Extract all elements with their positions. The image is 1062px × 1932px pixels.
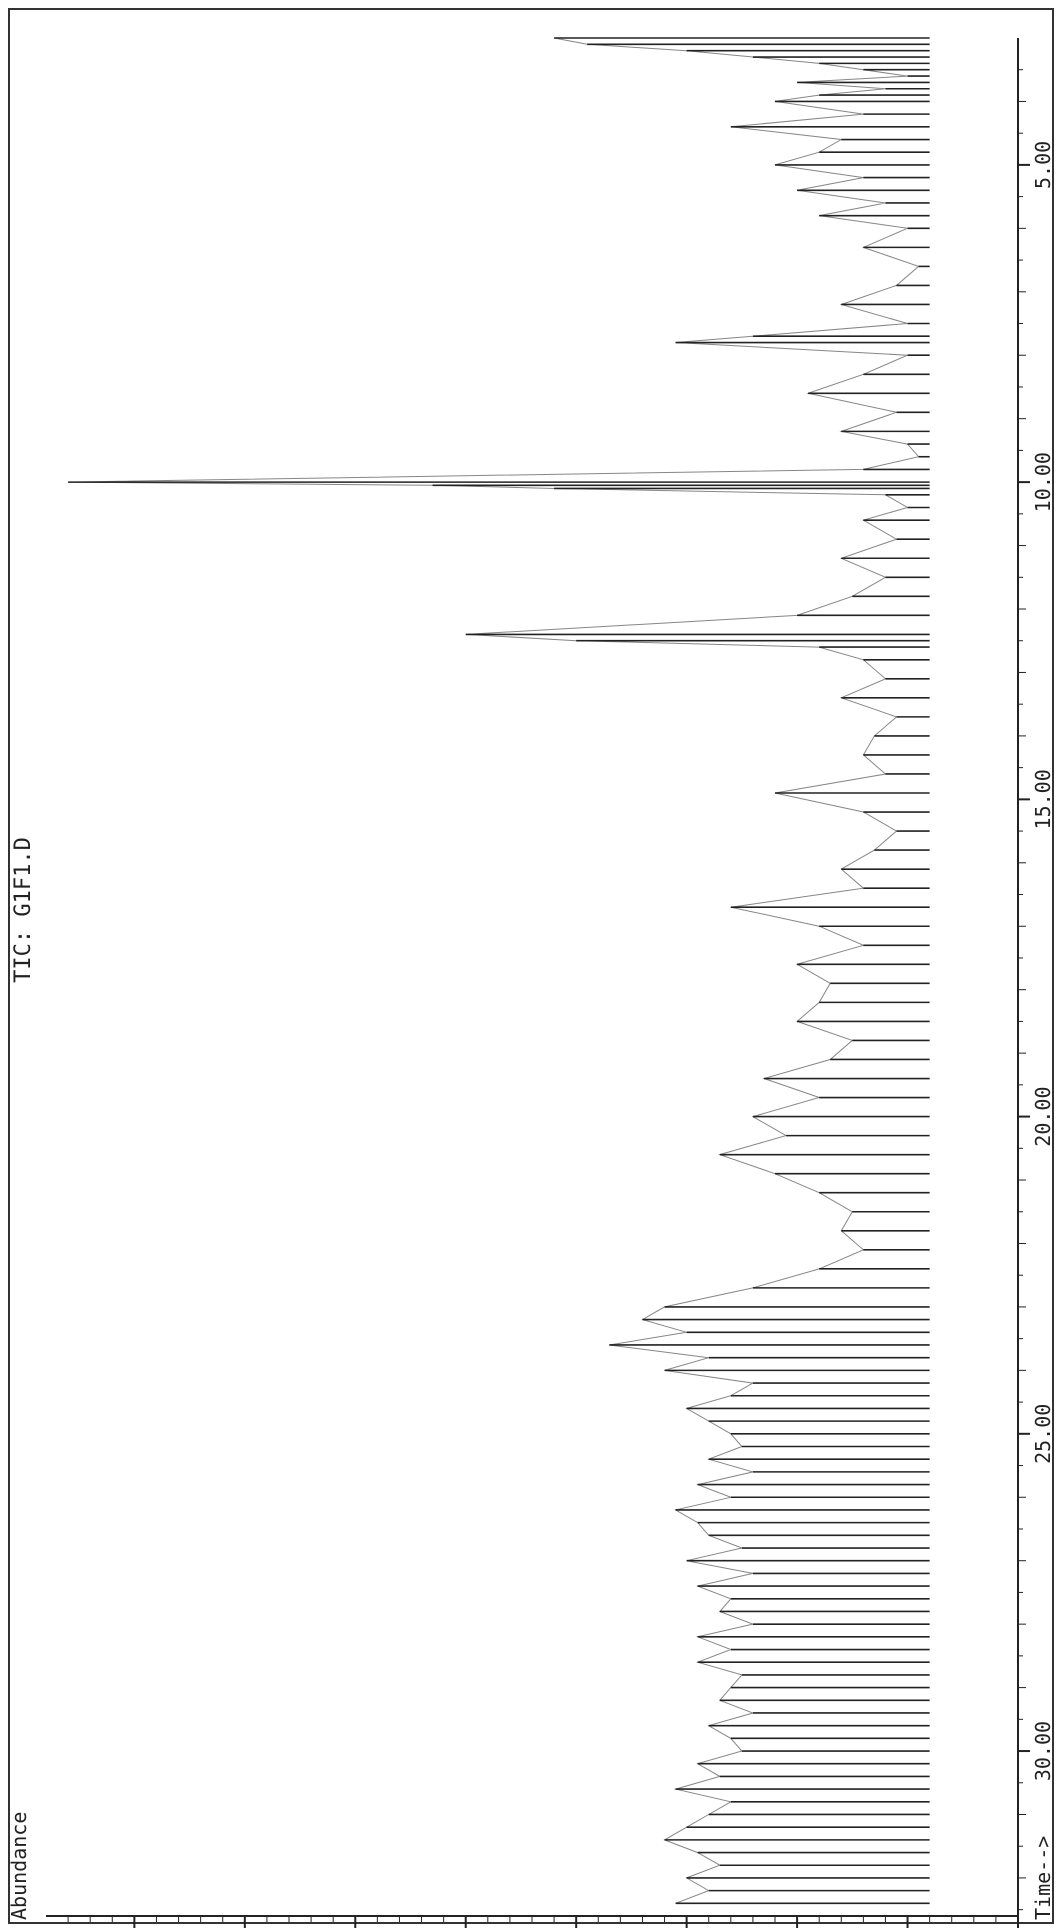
time-tick-label: 20.00 [1031, 1086, 1055, 1146]
time-tick-label: 15.00 [1031, 769, 1055, 829]
time-axis-title: Time--> [1031, 1836, 1055, 1920]
series-group [68, 37, 930, 1905]
time-tick-label: 10.00 [1031, 452, 1055, 512]
time-tick-label: 25.00 [1031, 1404, 1055, 1464]
chart-title: TIC: G1F1.D [11, 837, 36, 983]
axes-layer [46, 38, 1019, 1917]
page-frame [8, 8, 1054, 1924]
labels-layer: 050010001500200025003000350040005.0010.0… [7, 141, 1055, 1920]
series-layer [68, 37, 930, 1905]
ticks-layer [67, 69, 1030, 1928]
series-line [68, 37, 920, 1904]
time-tick-label: 5.00 [1031, 141, 1055, 189]
time-tick-label: 30.00 [1031, 1721, 1055, 1781]
abundance-axis-title: Abundance [7, 1812, 31, 1920]
